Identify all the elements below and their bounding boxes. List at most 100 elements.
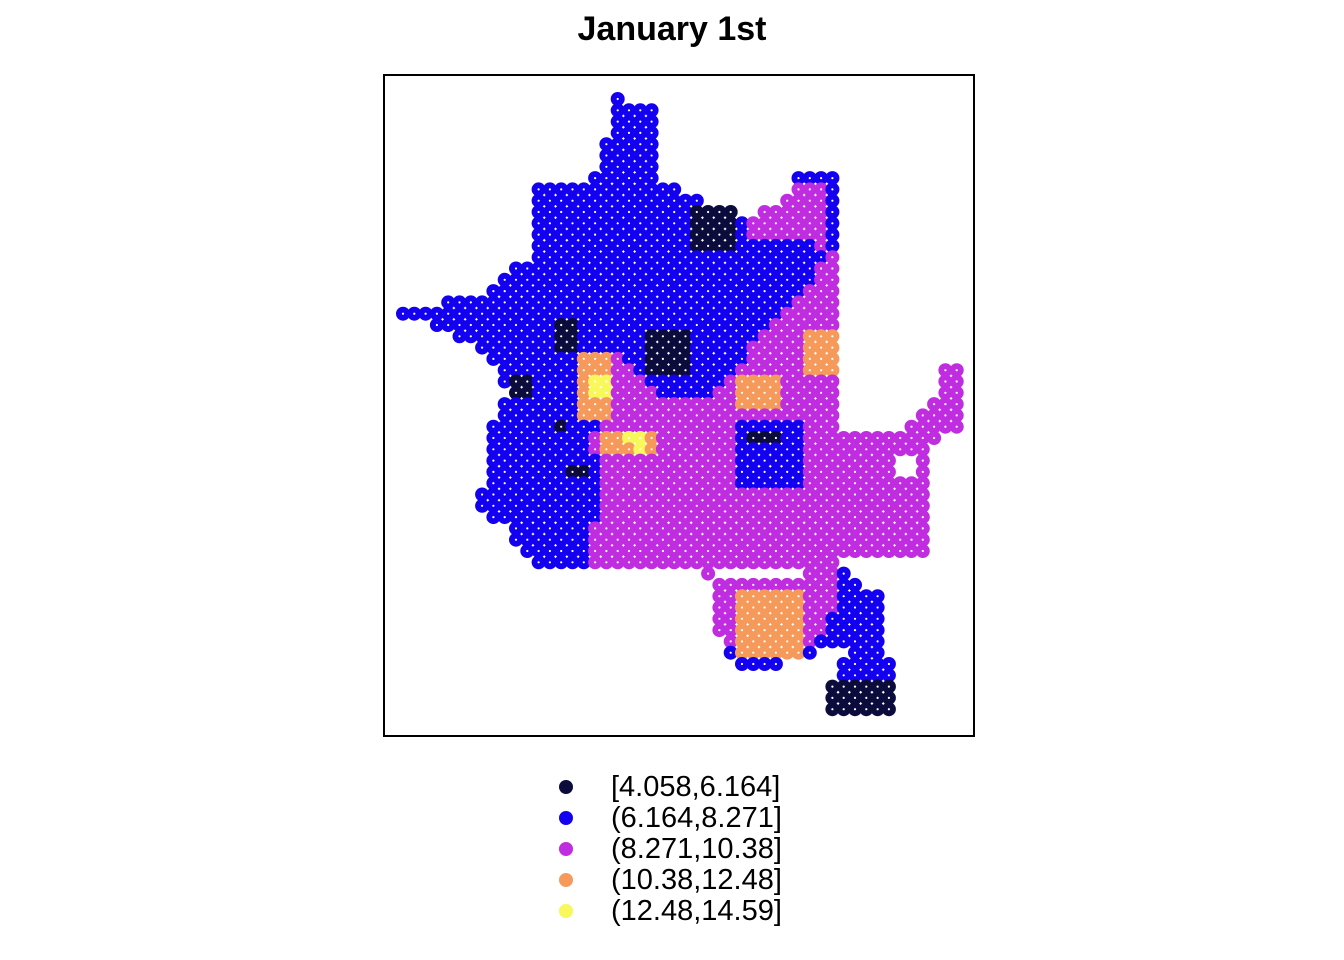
map-point-center [808, 651, 811, 654]
map-point-center [582, 516, 585, 519]
map-point-center [763, 290, 766, 293]
map-point-center [650, 538, 653, 541]
map-point-center [514, 436, 518, 440]
map-point-center [684, 301, 687, 304]
map-point-center [831, 538, 834, 541]
map-point-center [740, 301, 744, 304]
map-point-center [627, 256, 631, 259]
map-point-center [752, 301, 755, 304]
map-point-center [729, 482, 732, 485]
map-point-center [627, 470, 631, 473]
map-point-center [831, 267, 834, 270]
map-point-center [684, 425, 687, 428]
map-point-center [752, 312, 755, 315]
map-point-center [503, 436, 506, 440]
map-point-center [627, 380, 631, 383]
map-point-center [853, 606, 857, 609]
map-point-center [526, 380, 529, 383]
map-point-center [820, 199, 823, 202]
map-point-center [639, 493, 642, 496]
map-point-center [876, 538, 879, 541]
map-point-center [718, 267, 721, 270]
map-point-center [808, 425, 811, 428]
map-point-center [571, 346, 574, 349]
map-point-center [537, 425, 540, 428]
map-point-center [707, 470, 710, 473]
map-point-center [537, 323, 540, 327]
map-point-center [458, 312, 461, 315]
map-point-center [639, 414, 642, 417]
map-point-center [605, 267, 608, 270]
map-point-center [763, 538, 766, 541]
map-point-center [774, 527, 777, 530]
map-point-center [560, 188, 563, 191]
map-point-center [492, 301, 495, 304]
map-point-center [639, 210, 642, 214]
map-point-center [582, 199, 585, 202]
map-point-center [707, 244, 710, 247]
map-point-center [616, 131, 619, 134]
map-point-center [537, 278, 540, 281]
map-point-center [514, 425, 518, 428]
map-point-center [503, 312, 506, 315]
map-point-center [831, 459, 834, 462]
map-point-center [808, 583, 811, 586]
map-point-center [616, 199, 619, 202]
map-point-center [752, 527, 755, 530]
map-point-center [469, 335, 472, 338]
map-point-center [955, 369, 958, 372]
map-point-center [910, 482, 913, 485]
map-point-center [707, 538, 710, 541]
map-point-center [707, 301, 710, 304]
map-point-center [853, 527, 857, 530]
map-point-center [865, 516, 868, 519]
map-point-center [571, 436, 574, 440]
map-point-center [729, 391, 732, 394]
legend-dot-2 [559, 811, 573, 825]
map-point-center [650, 335, 653, 338]
map-point-center [752, 504, 755, 507]
map-point-center [503, 482, 506, 485]
map-point-center [514, 470, 518, 473]
map-point-center [548, 267, 551, 270]
map-point-center [537, 222, 540, 225]
map-point-center [627, 561, 631, 564]
map-point-center [639, 199, 642, 202]
map-point-center [560, 516, 563, 519]
map-point-center [887, 662, 890, 666]
map-point-center [492, 470, 495, 473]
map-point-center [695, 357, 698, 360]
map-point-center [786, 199, 789, 202]
map-point-center [639, 346, 642, 349]
map-point-center [797, 606, 800, 609]
map-point-center [650, 154, 653, 157]
map-point-center [763, 357, 766, 360]
map-point-center [763, 583, 766, 586]
map-point-center [786, 527, 789, 530]
map-point-center [955, 403, 958, 406]
map-point-center [582, 369, 585, 372]
map-point-center [616, 527, 619, 530]
map-point-center [650, 482, 653, 485]
map-point-center [820, 640, 823, 643]
map-point-center [910, 493, 913, 496]
map-point-center [582, 448, 585, 451]
map-point-center [684, 391, 687, 394]
map-point-center [571, 312, 574, 315]
map-point-center [820, 177, 823, 180]
map-point-center [514, 482, 518, 485]
map-point-center [921, 516, 924, 519]
map-point-center [763, 346, 766, 349]
map-point-center [786, 470, 789, 473]
map-point-center [571, 414, 574, 417]
map-point-center [560, 459, 563, 462]
map-point-center [560, 470, 563, 473]
map-point-center [865, 606, 868, 609]
map-point-center [865, 595, 868, 598]
map-point-center [786, 640, 789, 643]
map-point-center [808, 459, 811, 462]
map-point-center [481, 301, 484, 304]
map-point-center [537, 312, 540, 315]
map-point-center [797, 346, 800, 349]
map-point-center [808, 549, 811, 553]
